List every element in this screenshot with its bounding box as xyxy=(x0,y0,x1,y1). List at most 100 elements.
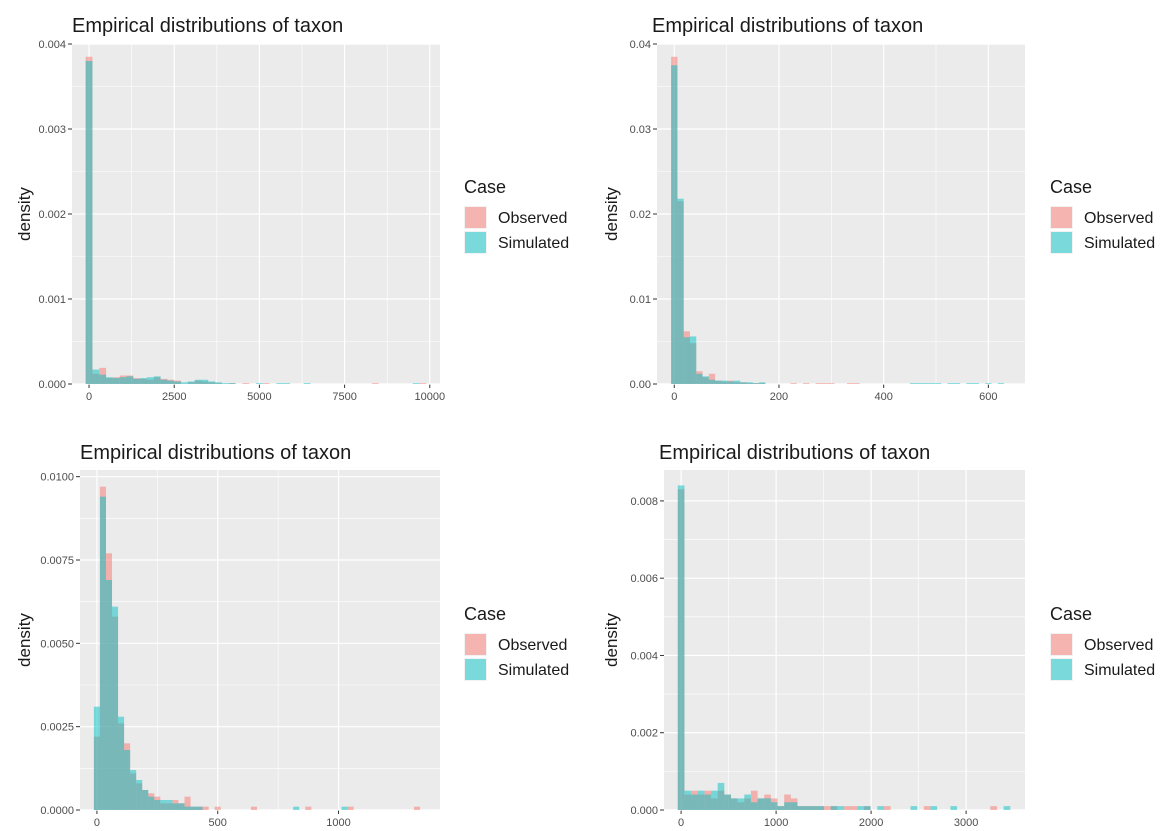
histogram-bar xyxy=(683,337,690,384)
x-tick-label: 400 xyxy=(874,391,892,403)
histogram-bar xyxy=(305,806,312,810)
histogram-bar xyxy=(837,806,845,810)
histogram-bar xyxy=(697,790,705,810)
histogram-bar xyxy=(160,379,168,384)
histogram-bar xyxy=(985,383,992,384)
histogram-bar xyxy=(684,790,692,810)
histogram-bar xyxy=(928,383,935,384)
histogram-bar xyxy=(677,485,685,810)
legend: Case Observed Simulated xyxy=(1050,177,1155,254)
legend-title: Case xyxy=(464,177,506,197)
histogram-bar xyxy=(817,806,825,810)
histogram-bar xyxy=(228,383,236,384)
y-tick-label: 0.002 xyxy=(38,209,66,221)
legend-swatch-observed xyxy=(1051,207,1072,228)
histogram-bar xyxy=(972,383,979,384)
x-tick-label: 0 xyxy=(678,817,684,829)
histogram-bar xyxy=(341,806,348,810)
histogram-bar xyxy=(303,383,311,384)
series-simulated xyxy=(671,65,1005,384)
histogram-bar xyxy=(704,794,712,810)
histogram-bar xyxy=(187,381,195,384)
legend: Case Observed Simulated xyxy=(464,177,569,254)
histogram-bar xyxy=(923,806,931,810)
y-tick-label: 0.002 xyxy=(630,728,658,740)
legend-title: Case xyxy=(464,604,506,624)
chart-panel-3: 0 500 1000 0.0000 0.0025 0.0050 0.0075 0.0100 Em… xyxy=(15,442,569,829)
histogram-bar xyxy=(711,790,718,810)
histogram-bar xyxy=(119,377,127,384)
legend-label-simulated: Simulated xyxy=(498,662,569,679)
histogram-bar xyxy=(99,496,106,810)
histogram-bar xyxy=(283,383,291,384)
x-tick-label: 2500 xyxy=(162,391,186,403)
histogram-bar xyxy=(727,381,734,384)
histogram-bar xyxy=(174,381,182,384)
plot-panel xyxy=(664,470,1025,810)
histogram-bar xyxy=(803,383,810,384)
y-tick-label: 0.000 xyxy=(630,805,658,817)
histogram-bar xyxy=(804,806,811,810)
x-tick-label: 0 xyxy=(86,391,92,403)
x-tick-label: 0 xyxy=(94,817,100,829)
histogram-bar xyxy=(828,383,835,384)
histogram-bar xyxy=(790,802,798,810)
plot-panel xyxy=(80,470,440,810)
histogram-bar xyxy=(790,383,797,384)
histogram-bar xyxy=(910,806,918,810)
histogram-bar xyxy=(154,800,161,810)
x-tick-label: 7500 xyxy=(332,391,356,403)
histogram-bar xyxy=(414,806,421,810)
histogram-bar xyxy=(857,806,864,810)
y-tick-label: 0.008 xyxy=(630,496,658,508)
histogram-bar xyxy=(136,780,143,810)
histogram-bar xyxy=(752,383,760,384)
y-tick-label: 0.003 xyxy=(38,124,66,136)
histogram-bar xyxy=(953,383,961,384)
y-tick-label: 0.004 xyxy=(38,39,66,51)
histogram-bar xyxy=(194,379,202,384)
histogram-bar xyxy=(797,806,805,810)
histogram-bar xyxy=(950,806,958,810)
histogram-bar xyxy=(764,798,771,810)
histogram-bar xyxy=(708,373,716,384)
histogram-bar xyxy=(293,806,300,810)
histogram-bar xyxy=(997,383,1005,384)
y-tick-label: 0.0000 xyxy=(40,805,74,817)
y-tick-label: 0.004 xyxy=(630,650,658,662)
histogram-bar xyxy=(877,806,884,810)
y-axis-label: density xyxy=(602,613,621,667)
histogram-bar xyxy=(85,61,93,384)
histogram-bar xyxy=(847,383,854,384)
histogram-bar xyxy=(883,806,891,810)
histogram-bar xyxy=(750,790,758,810)
x-tick-label: 5000 xyxy=(247,391,271,403)
histogram-bar xyxy=(724,794,731,810)
legend-swatch-observed xyxy=(465,634,486,655)
legend: Case Observed Simulated xyxy=(1050,604,1155,681)
histogram-bar xyxy=(770,802,778,810)
histogram-bar xyxy=(930,806,938,810)
histogram-bar xyxy=(124,750,131,810)
histogram-bar xyxy=(696,373,703,384)
histogram-bar xyxy=(824,806,831,810)
histogram-bar xyxy=(140,378,147,384)
chart-title: Empirical distributions of taxon xyxy=(72,15,343,37)
histogram-bar xyxy=(215,382,222,384)
chart-panel-4: 0 1000 2000 3000 0.000 0.002 0.004 0.006 0.008 Em… xyxy=(602,442,1155,829)
histogram-bar xyxy=(777,806,785,810)
x-tick-label: 0 xyxy=(671,391,677,403)
histogram-bar xyxy=(815,383,822,384)
x-tick-label: 200 xyxy=(770,391,788,403)
histogram-bar xyxy=(112,606,119,810)
histogram-bar xyxy=(990,806,997,810)
histogram-bar xyxy=(844,806,851,810)
legend-swatch-simulated xyxy=(465,232,486,253)
histogram-bar xyxy=(133,378,141,384)
legend-swatch-observed xyxy=(465,207,486,228)
series-simulated xyxy=(677,485,1011,810)
histogram-bar xyxy=(166,800,173,810)
x-tick-label: 1000 xyxy=(326,817,350,829)
legend-label-simulated: Simulated xyxy=(1084,235,1155,252)
histogram-bar xyxy=(419,383,427,384)
